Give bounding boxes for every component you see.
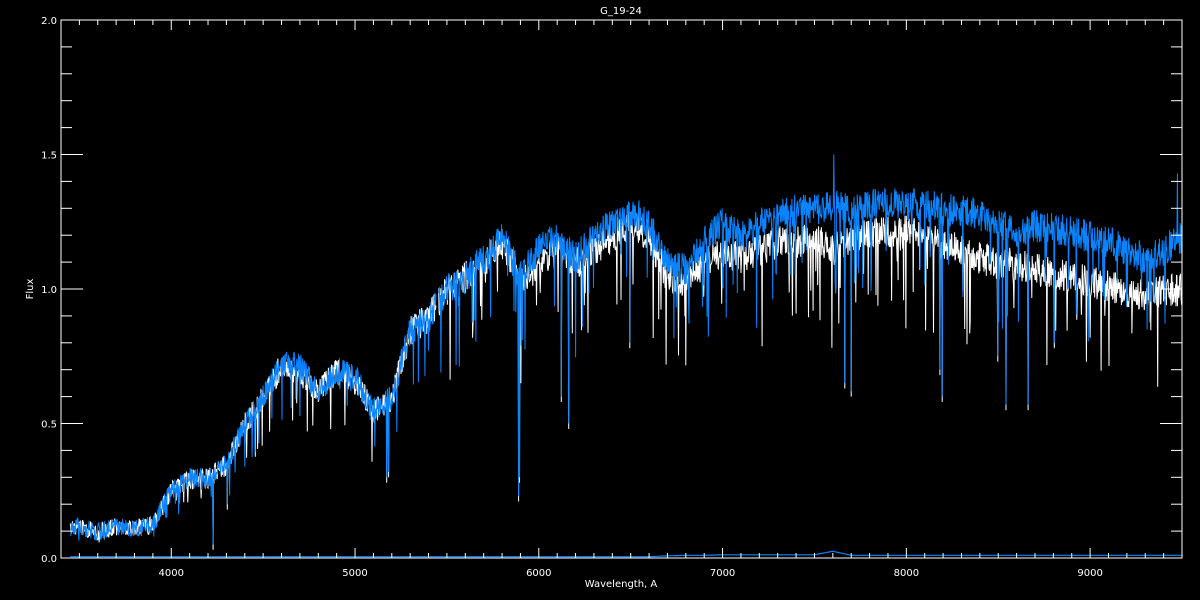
y-tick-label: 1.5 — [41, 151, 57, 162]
y-tick-label: 0.5 — [41, 420, 57, 431]
x-axis-label: Wavelength, A — [585, 579, 658, 590]
y-axis-label: Flux — [25, 279, 36, 300]
x-tick-label: 9000 — [1077, 568, 1102, 579]
x-tick-label: 4000 — [159, 568, 184, 579]
y-tick-labels: 0.0 0.5 1.0 1.5 2.0 — [41, 16, 57, 565]
series-line-blue — [69, 154, 1183, 545]
y-tick-label: 1.0 — [41, 285, 57, 296]
series-line-baseline — [70, 550, 1182, 558]
series-layer — [69, 154, 1183, 558]
x-tick-labels: 4000 5000 6000 7000 8000 9000 — [159, 568, 1103, 579]
tick-layer — [61, 20, 1182, 558]
x-tick-label: 6000 — [526, 568, 551, 579]
x-tick-label: 5000 — [342, 568, 367, 579]
y-tick-label: 2.0 — [41, 16, 57, 27]
y-tick-label: 0.0 — [41, 554, 57, 565]
x-tick-label: 8000 — [894, 568, 919, 579]
x-tick-label: 7000 — [710, 568, 735, 579]
chart-title: G_19-24 — [600, 6, 642, 17]
